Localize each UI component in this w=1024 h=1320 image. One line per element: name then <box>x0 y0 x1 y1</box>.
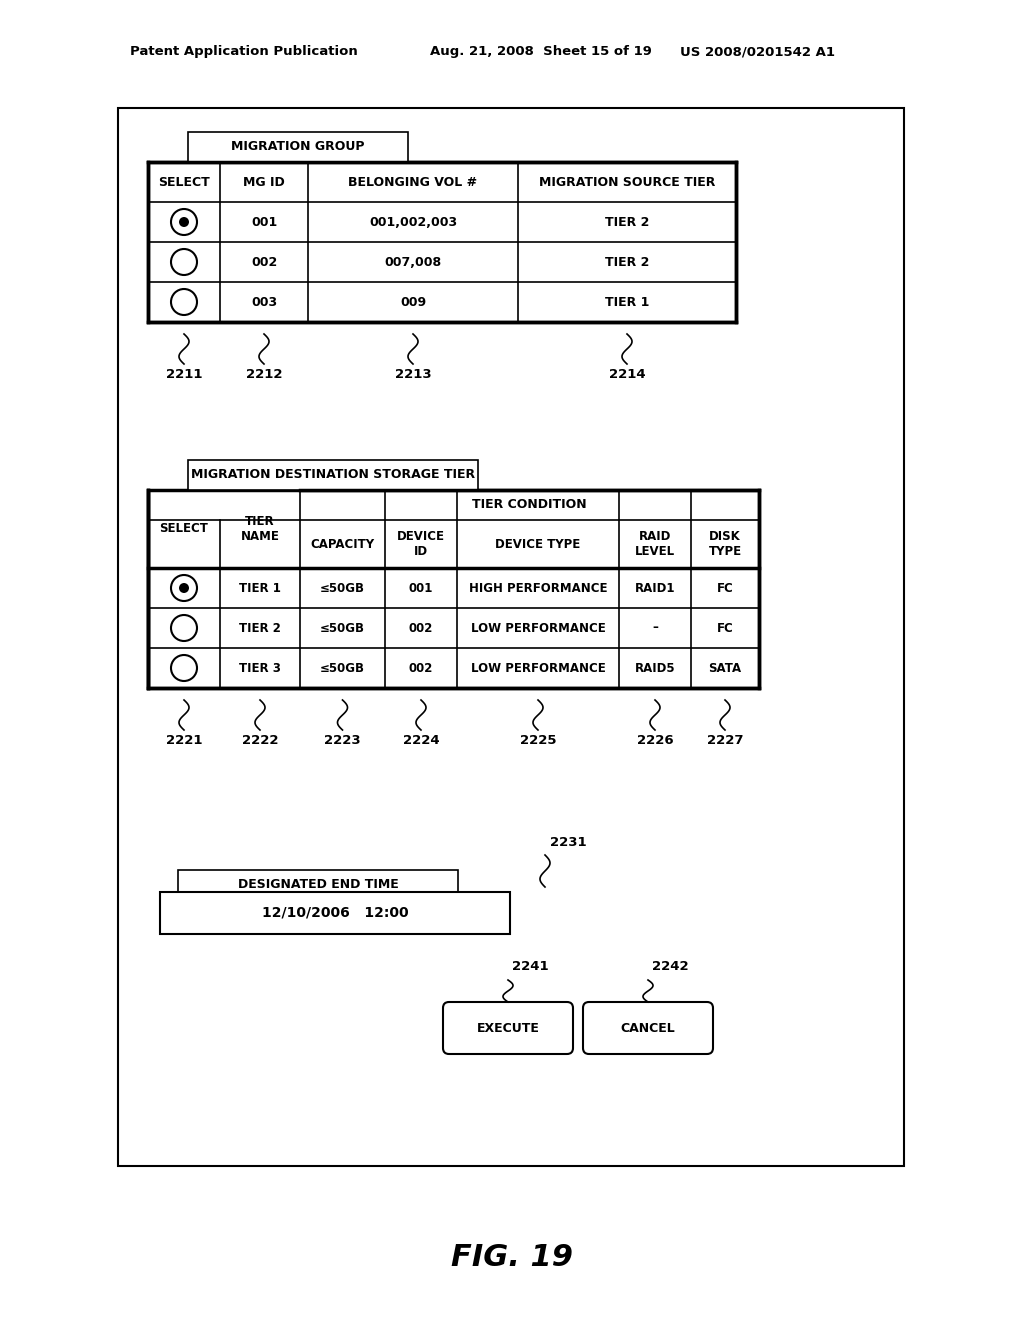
Text: LOW PERFORMANCE: LOW PERFORMANCE <box>471 661 605 675</box>
Bar <box>148 162 736 322</box>
Circle shape <box>171 576 197 601</box>
Text: 002: 002 <box>251 256 278 268</box>
Text: Patent Application Publication: Patent Application Publication <box>130 45 357 58</box>
Circle shape <box>171 209 197 235</box>
Text: CAPACITY: CAPACITY <box>310 537 375 550</box>
Text: Aug. 21, 2008  Sheet 15 of 19: Aug. 21, 2008 Sheet 15 of 19 <box>430 45 652 58</box>
Text: MIGRATION SOURCE TIER: MIGRATION SOURCE TIER <box>539 176 715 189</box>
Text: TIER
NAME: TIER NAME <box>241 515 280 543</box>
Bar <box>160 892 510 935</box>
Text: DEVICE TYPE: DEVICE TYPE <box>496 537 581 550</box>
Text: EXECUTE: EXECUTE <box>476 1022 540 1035</box>
Text: 2223: 2223 <box>325 734 360 747</box>
Text: TIER 3: TIER 3 <box>239 661 281 675</box>
Text: RAID1: RAID1 <box>635 582 675 594</box>
Text: ≤50GB: ≤50GB <box>319 661 365 675</box>
Text: 2242: 2242 <box>652 960 688 973</box>
Text: 2226: 2226 <box>637 734 674 747</box>
Text: 2221: 2221 <box>166 734 203 747</box>
Text: 002: 002 <box>409 661 433 675</box>
Text: 2224: 2224 <box>402 734 439 747</box>
Bar <box>188 459 478 490</box>
Circle shape <box>171 655 197 681</box>
Text: DISK
TYPE: DISK TYPE <box>709 531 741 558</box>
Text: 2211: 2211 <box>166 367 203 380</box>
Text: –: – <box>652 622 658 635</box>
Text: 2231: 2231 <box>550 837 587 850</box>
Text: MG ID: MG ID <box>243 176 285 189</box>
Text: MIGRATION DESTINATION STORAGE TIER: MIGRATION DESTINATION STORAGE TIER <box>190 469 475 482</box>
Text: SELECT: SELECT <box>158 176 210 189</box>
Text: HIGH PERFORMANCE: HIGH PERFORMANCE <box>469 582 607 594</box>
Bar <box>178 870 458 900</box>
Text: 009: 009 <box>400 296 426 309</box>
Text: RAID5: RAID5 <box>635 661 675 675</box>
Text: 002: 002 <box>409 622 433 635</box>
Text: US 2008/0201542 A1: US 2008/0201542 A1 <box>680 45 835 58</box>
Text: 003: 003 <box>251 296 278 309</box>
Text: RAID
LEVEL: RAID LEVEL <box>635 531 675 558</box>
FancyBboxPatch shape <box>443 1002 573 1053</box>
Text: ≤50GB: ≤50GB <box>319 582 365 594</box>
Circle shape <box>179 216 189 227</box>
Bar <box>148 490 759 688</box>
Text: TIER 2: TIER 2 <box>605 215 649 228</box>
Text: 2214: 2214 <box>608 367 645 380</box>
Text: FC: FC <box>717 582 733 594</box>
Text: ≤50GB: ≤50GB <box>319 622 365 635</box>
Text: DEVICE
ID: DEVICE ID <box>397 531 445 558</box>
FancyBboxPatch shape <box>583 1002 713 1053</box>
Text: FC: FC <box>717 622 733 635</box>
Bar <box>118 108 904 1166</box>
Text: SATA: SATA <box>709 661 741 675</box>
Circle shape <box>171 615 197 642</box>
Text: BELONGING VOL #: BELONGING VOL # <box>348 176 477 189</box>
Text: CANCEL: CANCEL <box>621 1022 676 1035</box>
Circle shape <box>171 249 197 275</box>
Text: 007,008: 007,008 <box>384 256 441 268</box>
Bar <box>188 132 408 162</box>
Text: TIER 2: TIER 2 <box>605 256 649 268</box>
Text: 001: 001 <box>251 215 278 228</box>
Text: TIER 2: TIER 2 <box>239 622 281 635</box>
Text: TIER CONDITION: TIER CONDITION <box>472 499 587 511</box>
Text: FIG. 19: FIG. 19 <box>451 1243 573 1272</box>
Text: MIGRATION GROUP: MIGRATION GROUP <box>231 140 365 153</box>
Text: TIER 1: TIER 1 <box>605 296 649 309</box>
Text: 2212: 2212 <box>246 367 283 380</box>
Text: SELECT: SELECT <box>160 523 209 536</box>
Text: 2241: 2241 <box>512 960 549 973</box>
Text: 2213: 2213 <box>394 367 431 380</box>
Circle shape <box>171 289 197 315</box>
Text: LOW PERFORMANCE: LOW PERFORMANCE <box>471 622 605 635</box>
Text: 001,002,003: 001,002,003 <box>369 215 457 228</box>
Text: DESIGNATED END TIME: DESIGNATED END TIME <box>238 879 398 891</box>
Text: 2222: 2222 <box>242 734 279 747</box>
Text: TIER 1: TIER 1 <box>239 582 281 594</box>
Text: 12/10/2006   12:00: 12/10/2006 12:00 <box>262 906 409 920</box>
Text: 2227: 2227 <box>707 734 743 747</box>
Circle shape <box>179 583 189 593</box>
Text: 001: 001 <box>409 582 433 594</box>
Text: 2225: 2225 <box>520 734 556 747</box>
